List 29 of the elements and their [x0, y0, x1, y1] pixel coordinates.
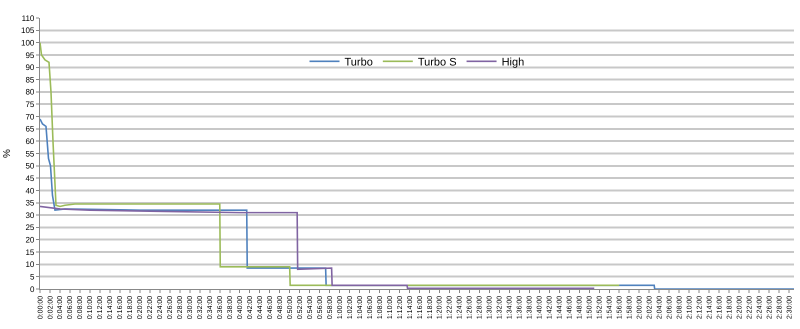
y-tick-label: 85: [25, 75, 35, 84]
y-tick-label: 75: [25, 100, 35, 110]
y-axis-title: %: [2, 148, 14, 158]
y-tick-label: 45: [25, 174, 35, 183]
y-tick-label: 90: [25, 63, 35, 72]
line-series: [40, 42, 620, 286]
y-tick-label: 95: [25, 50, 35, 60]
y-tick-label: 0: [30, 284, 35, 294]
y-tick-label: 100: [21, 38, 35, 48]
y-tick-label: 5: [30, 272, 35, 282]
legend-label: Turbo: [344, 56, 373, 69]
y-tick-label: 15: [25, 248, 35, 257]
y-tick-label: 40: [25, 186, 35, 196]
y-tick-label: 10: [25, 260, 35, 270]
y-tick-label: 65: [25, 124, 35, 134]
y-tick-label: 30: [25, 210, 35, 220]
legend-label: High: [502, 56, 524, 69]
line-series: [40, 206, 596, 289]
y-tick-label: 80: [25, 88, 35, 97]
y-tick-label: 35: [25, 198, 35, 208]
y-tick-label: 20: [25, 236, 35, 245]
legend-label: Turbo S: [418, 56, 457, 69]
y-tick-label: 60: [25, 136, 35, 146]
y-tick-label: 70: [25, 112, 35, 122]
y-tick-label: 55: [25, 149, 35, 158]
y-tick-label: 50: [25, 162, 35, 171]
y-tick-label: 25: [25, 223, 35, 232]
y-tick-label: 105: [21, 26, 35, 36]
y-tick-label: 110: [22, 14, 35, 23]
